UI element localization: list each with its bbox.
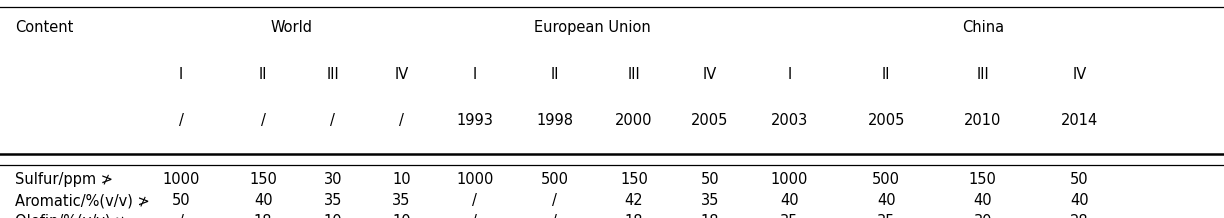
Text: 150: 150 <box>621 172 647 187</box>
Text: Content: Content <box>15 20 73 35</box>
Text: 40: 40 <box>973 193 993 208</box>
Text: /: / <box>472 193 477 208</box>
Text: /: / <box>552 214 557 218</box>
Text: /: / <box>179 214 184 218</box>
Text: 28: 28 <box>1070 214 1089 218</box>
Text: III: III <box>628 67 640 82</box>
Text: /: / <box>179 114 184 128</box>
Text: 500: 500 <box>873 172 900 187</box>
Text: I: I <box>179 67 184 82</box>
Text: III: III <box>327 67 339 82</box>
Text: Aromatic/%(v/v) ≯: Aromatic/%(v/v) ≯ <box>15 193 149 208</box>
Text: 42: 42 <box>624 193 644 208</box>
Text: 150: 150 <box>250 172 277 187</box>
Text: 2000: 2000 <box>616 114 652 128</box>
Text: 1000: 1000 <box>771 172 808 187</box>
Text: 10: 10 <box>323 214 343 218</box>
Text: IV: IV <box>394 67 409 82</box>
Text: 35: 35 <box>392 193 411 208</box>
Text: 1000: 1000 <box>163 172 200 187</box>
Text: 35: 35 <box>780 214 799 218</box>
Text: 10: 10 <box>392 172 411 187</box>
Text: /: / <box>330 114 335 128</box>
Text: 18: 18 <box>253 214 273 218</box>
Text: II: II <box>551 67 558 82</box>
Text: 35: 35 <box>700 193 720 208</box>
Text: 500: 500 <box>541 172 568 187</box>
Text: 50: 50 <box>700 172 720 187</box>
Text: 2005: 2005 <box>692 114 728 128</box>
Text: European Union: European Union <box>534 20 651 35</box>
Text: 1993: 1993 <box>457 114 493 128</box>
Text: 2010: 2010 <box>965 114 1001 128</box>
Text: 30: 30 <box>973 214 993 218</box>
Text: Olefin/%(v/v) ≯: Olefin/%(v/v) ≯ <box>15 214 127 218</box>
Text: 50: 50 <box>171 193 191 208</box>
Text: 35: 35 <box>323 193 343 208</box>
Text: 40: 40 <box>253 193 273 208</box>
Text: 2014: 2014 <box>1061 114 1098 128</box>
Text: World: World <box>271 20 312 35</box>
Text: /: / <box>552 193 557 208</box>
Text: 150: 150 <box>969 172 996 187</box>
Text: 18: 18 <box>624 214 644 218</box>
Text: I: I <box>787 67 792 82</box>
Text: 40: 40 <box>1070 193 1089 208</box>
Text: 1998: 1998 <box>536 114 573 128</box>
Text: /: / <box>399 114 404 128</box>
Text: 35: 35 <box>876 214 896 218</box>
Text: /: / <box>261 114 266 128</box>
Text: /: / <box>472 214 477 218</box>
Text: 2005: 2005 <box>868 114 905 128</box>
Text: China: China <box>962 20 1004 35</box>
Text: 40: 40 <box>780 193 799 208</box>
Text: I: I <box>472 67 477 82</box>
Text: 2003: 2003 <box>771 114 808 128</box>
Text: Sulfur/ppm ≯: Sulfur/ppm ≯ <box>15 172 113 187</box>
Text: 10: 10 <box>392 214 411 218</box>
Text: IV: IV <box>1072 67 1087 82</box>
Text: II: II <box>883 67 890 82</box>
Text: 40: 40 <box>876 193 896 208</box>
Text: 30: 30 <box>323 172 343 187</box>
Text: 18: 18 <box>700 214 720 218</box>
Text: III: III <box>977 67 989 82</box>
Text: II: II <box>259 67 267 82</box>
Text: 1000: 1000 <box>457 172 493 187</box>
Text: 50: 50 <box>1070 172 1089 187</box>
Text: IV: IV <box>703 67 717 82</box>
